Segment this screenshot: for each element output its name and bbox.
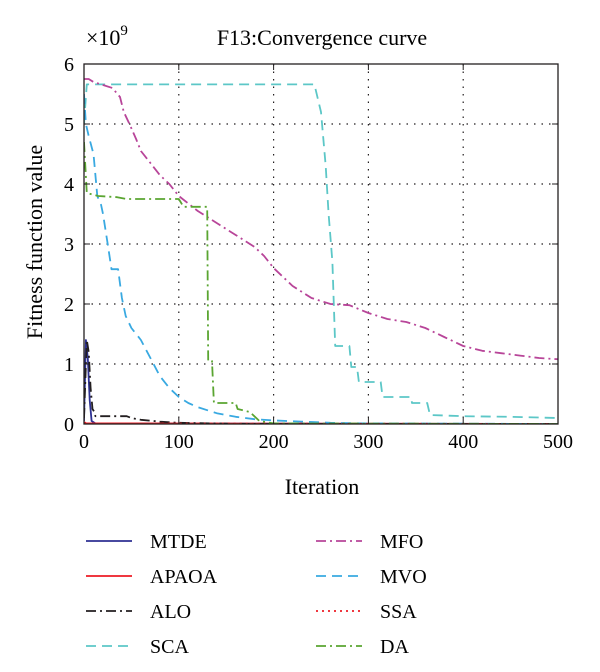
tick-layer: 0 100 200 300 400 500 0 1 2 3 4 5 6	[64, 54, 573, 453]
x-tick-label: 0	[79, 431, 89, 453]
y-tick-label: 0	[64, 414, 74, 436]
x-tick-label: 500	[543, 431, 573, 453]
legend-label-da: DA	[380, 636, 409, 658]
y-tick-label: 2	[64, 294, 74, 316]
series-line-sca	[84, 83, 558, 419]
x-tick-label: 400	[448, 431, 478, 453]
series-line-ssa	[84, 421, 558, 424]
y-tick-label: 5	[64, 114, 74, 136]
legend-label-sca: SCA	[150, 636, 189, 658]
y-tick-label: 4	[64, 174, 74, 196]
series-line-mvo	[84, 93, 558, 424]
plot-frame	[83, 63, 559, 425]
legend: MTDE APAOA ALO SCA MFO MVO SSA DA	[86, 531, 427, 658]
grid-layer	[84, 64, 558, 424]
y-tick-label: 1	[64, 354, 74, 376]
x-axis-label: Iteration	[285, 474, 360, 499]
series-line-mfo	[84, 78, 558, 361]
y-multiplier-exponent: 9	[120, 23, 128, 39]
chart-title: F13:Convergence curve	[217, 25, 427, 50]
series-line-alo	[84, 339, 558, 424]
y-tick-label: 3	[64, 234, 74, 256]
legend-label-mtde: MTDE	[150, 531, 207, 553]
series-line-mtde	[84, 339, 558, 424]
legend-label-alo: ALO	[150, 601, 191, 623]
y-axis-label: Fitness function value	[22, 145, 47, 339]
x-tick-label: 100	[164, 431, 194, 453]
legend-label-mfo: MFO	[380, 531, 423, 553]
y-multiplier: ×109	[86, 23, 128, 50]
series-layer	[84, 78, 558, 424]
legend-label-apaoa: APAOA	[150, 566, 218, 588]
x-tick-label: 200	[259, 431, 289, 453]
series-line-da	[84, 141, 558, 424]
y-tick-label: 6	[64, 54, 74, 76]
legend-label-mvo: MVO	[380, 566, 427, 588]
x-tick-label: 300	[353, 431, 383, 453]
legend-label-ssa: SSA	[380, 601, 417, 623]
